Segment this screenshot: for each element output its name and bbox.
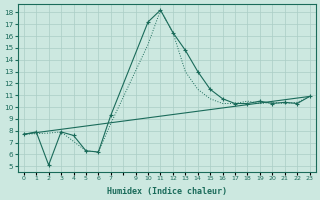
X-axis label: Humidex (Indice chaleur): Humidex (Indice chaleur) (107, 187, 227, 196)
